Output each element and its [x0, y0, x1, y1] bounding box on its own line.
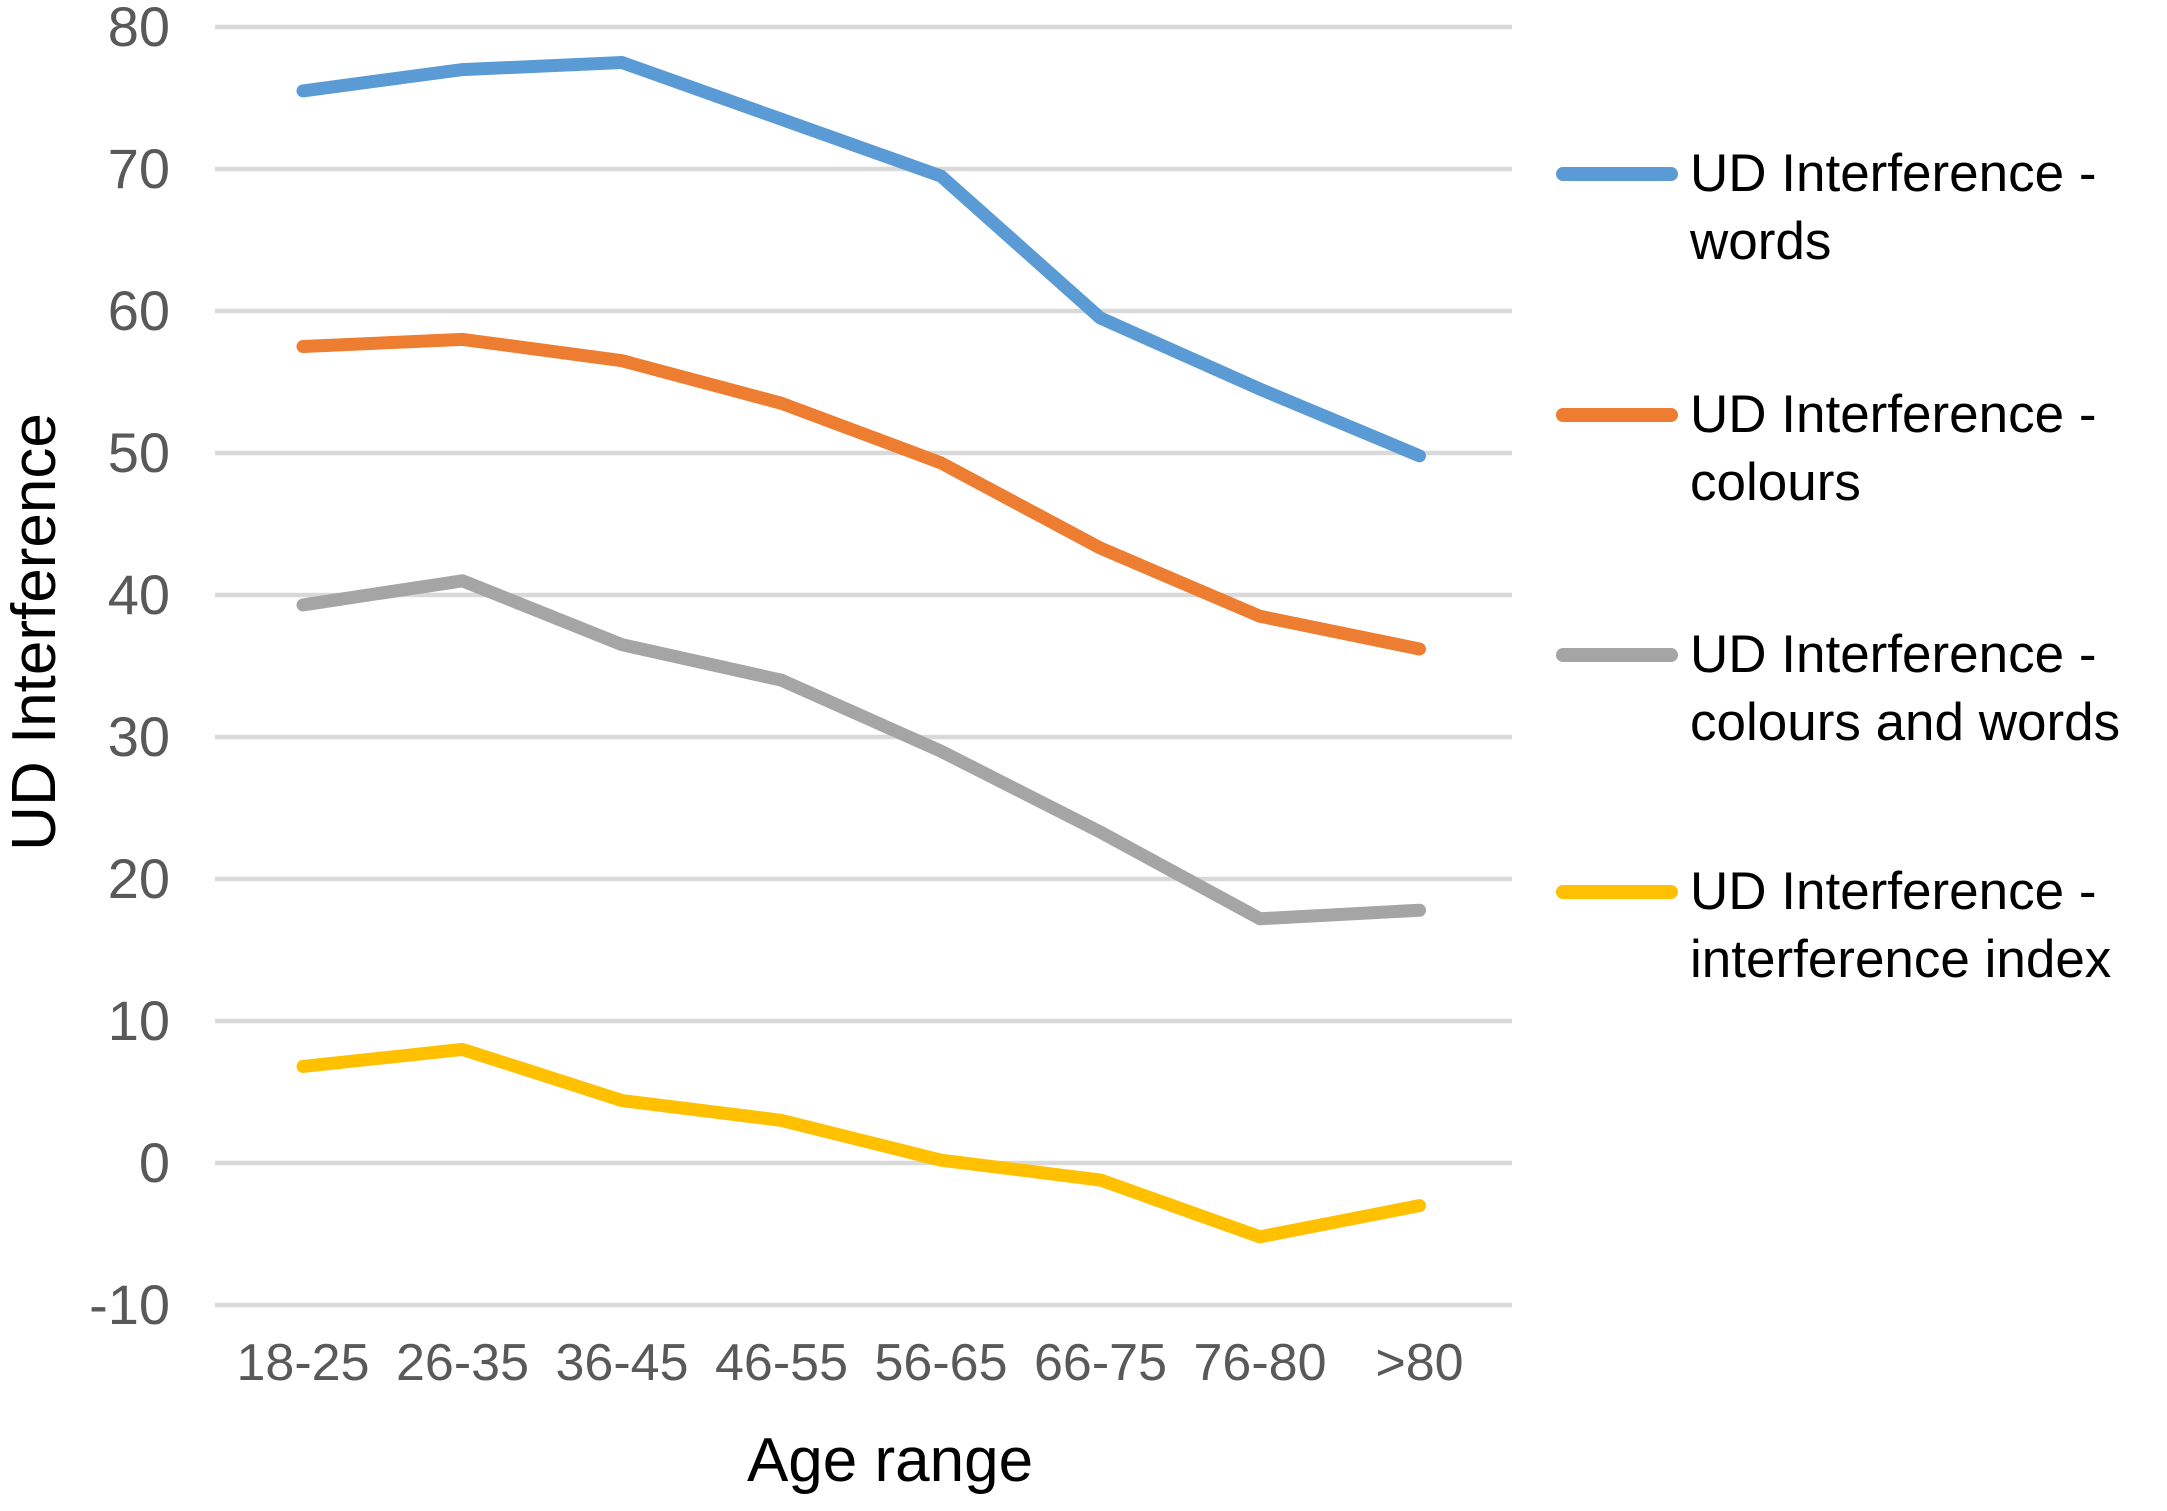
y-tick-label: 60: [107, 279, 170, 342]
y-tick-label: 10: [107, 989, 170, 1052]
y-tick-label: 0: [138, 1131, 170, 1194]
legend-swatch-icon: [1556, 167, 1678, 181]
y-tick-label: 30: [107, 705, 170, 768]
legend-label: UD Interference - colours and words: [1690, 625, 2121, 752]
series-line-ud-interference-words: [296, 56, 1426, 463]
x-tick-label: 36-45: [555, 1334, 689, 1392]
series-line-ud-interference-interference-index: [296, 1042, 1426, 1244]
legend-swatch-icon: [1556, 408, 1678, 422]
series-line-ud-interference-colours: [296, 332, 1426, 656]
legend-swatch-icon: [1556, 648, 1678, 662]
series-line-ud-interference-colours-and-words: [296, 574, 1426, 926]
y-tick-label: -10: [89, 1273, 170, 1336]
x-tick-label: 76-80: [1193, 1334, 1327, 1392]
x-tick-label: 56-65: [874, 1334, 1008, 1392]
y-tick-label: 20: [107, 847, 170, 910]
x-tick-label: 46-55: [715, 1334, 848, 1392]
x-tick-label: >80: [1375, 1334, 1464, 1392]
x-tick-label: 18-25: [236, 1334, 370, 1392]
legend-swatch-icon: [1556, 885, 1678, 899]
legend-label: UD Interference - words: [1690, 144, 2097, 271]
x-tick-label: 26-35: [396, 1334, 529, 1392]
y-tick-label: 70: [107, 137, 170, 200]
x-tick-label: 66-75: [1034, 1334, 1167, 1392]
y-tick-label: 40: [107, 563, 170, 626]
y-axis-title: UD Interference: [0, 413, 69, 851]
x-axis-title: Age range: [746, 1426, 1034, 1495]
legend-label: UD Interference - interference index: [1690, 862, 2112, 989]
legend-label: UD Interference - colours: [1690, 385, 2097, 512]
y-tick-label: 80: [107, 0, 170, 58]
y-tick-label: 50: [107, 421, 170, 484]
